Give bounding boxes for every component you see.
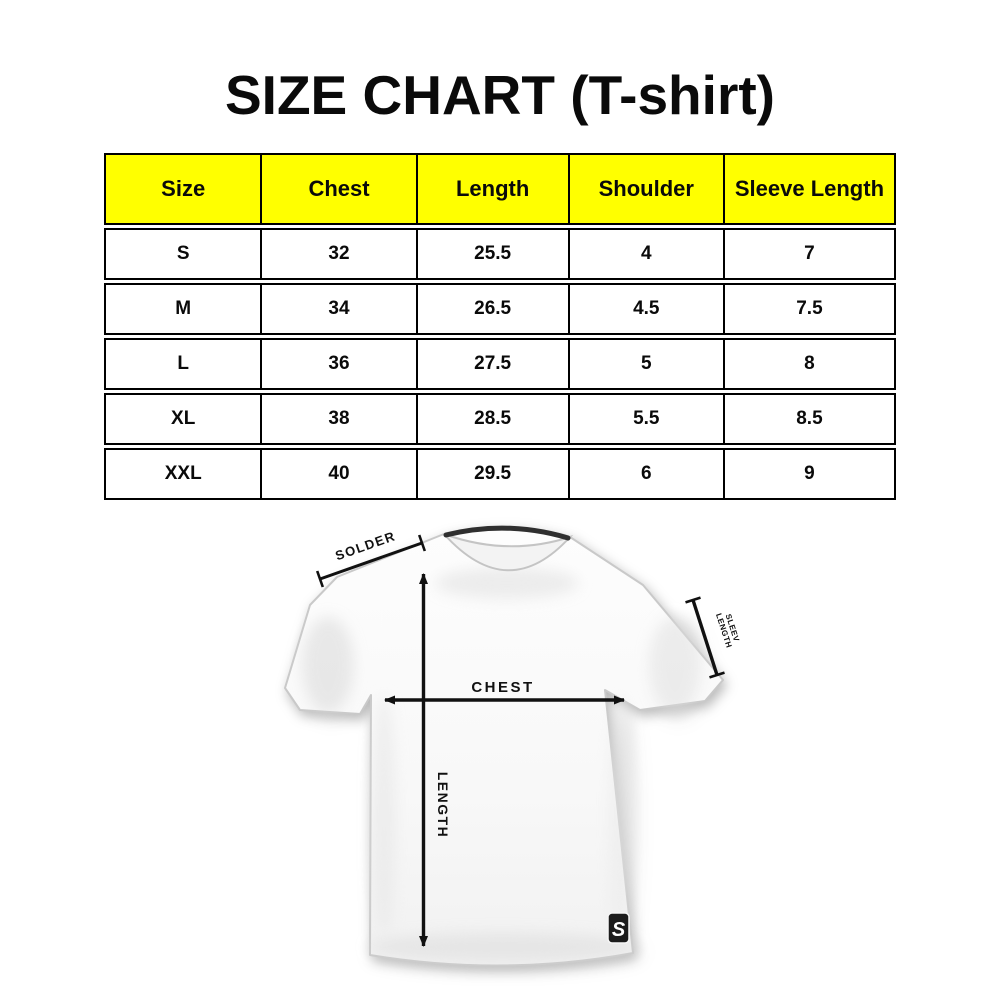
table-cell: 7 <box>724 228 896 280</box>
table-row: S 32 25.5 4 7 <box>104 228 896 280</box>
table-cell: 34 <box>262 283 418 335</box>
table-cell: XXL <box>104 448 263 500</box>
header-cell-length: Length <box>417 153 570 225</box>
header-cell-chest: Chest <box>262 153 418 225</box>
tshirt-diagram: S CHEST LENGTH SOLDER <box>284 525 741 967</box>
table-row: XXL 40 29.5 6 9 <box>104 448 896 500</box>
sleeve-length-label: SLEEV LENGTH <box>714 612 741 649</box>
brand-logo: S <box>607 912 630 944</box>
header-cell-sleeve-length: Sleeve Length <box>724 153 896 225</box>
collar-band <box>443 525 571 541</box>
table-cell: 25.5 <box>417 228 570 280</box>
table-cell: 28.5 <box>417 393 570 445</box>
table-row: M 34 26.5 4.5 7.5 <box>104 283 896 335</box>
table-cell: 9 <box>724 448 896 500</box>
table-cell: 4.5 <box>569 283 725 335</box>
brand-logo-letter: S <box>612 919 626 941</box>
table-cell: 5.5 <box>569 393 725 445</box>
header-cell-shoulder: Shoulder <box>569 153 725 225</box>
table-cell: 38 <box>262 393 418 445</box>
tshirt-illustration: S <box>284 525 724 967</box>
table-cell: 5 <box>569 338 725 390</box>
shade-under-collar <box>435 567 579 599</box>
size-table: Size Chest Length Shoulder Sleeve Length… <box>104 150 896 503</box>
header-cell-size: Size <box>104 153 263 225</box>
shade-right-side <box>608 695 632 935</box>
table-cell: L <box>104 338 263 390</box>
table-cell: 6 <box>569 448 725 500</box>
shade-hem <box>368 933 638 961</box>
table-row: L 36 27.5 5 8 <box>104 338 896 390</box>
sleeve-measure-line <box>685 596 725 679</box>
shade-right-sleeve <box>649 617 701 713</box>
table-header-row: Size Chest Length Shoulder Sleeve Length <box>104 153 896 225</box>
measurement-arrows <box>315 534 725 947</box>
table-cell: XL <box>104 393 263 445</box>
table-cell: 29.5 <box>417 448 570 500</box>
table-cell: 27.5 <box>417 338 570 390</box>
shade-left-sleeve <box>302 617 354 713</box>
page-title: SIZE CHART (T-shirt) <box>225 64 775 126</box>
table-cell: 8 <box>724 338 896 390</box>
table-cell: S <box>104 228 263 280</box>
table-cell: 40 <box>262 448 418 500</box>
table-row: XL 38 28.5 5.5 8.5 <box>104 393 896 445</box>
length-label: LENGTH <box>435 772 451 839</box>
table-cell: 7.5 <box>724 283 896 335</box>
table-cell: 36 <box>262 338 418 390</box>
table-cell: M <box>104 283 263 335</box>
table-cell: 26.5 <box>417 283 570 335</box>
table-cell: 4 <box>569 228 725 280</box>
chest-label: CHEST <box>471 679 534 696</box>
table-cell: 8.5 <box>724 393 896 445</box>
table-cell: 32 <box>262 228 418 280</box>
shoulder-measure-line <box>315 534 427 588</box>
shade-left-side <box>372 695 396 935</box>
